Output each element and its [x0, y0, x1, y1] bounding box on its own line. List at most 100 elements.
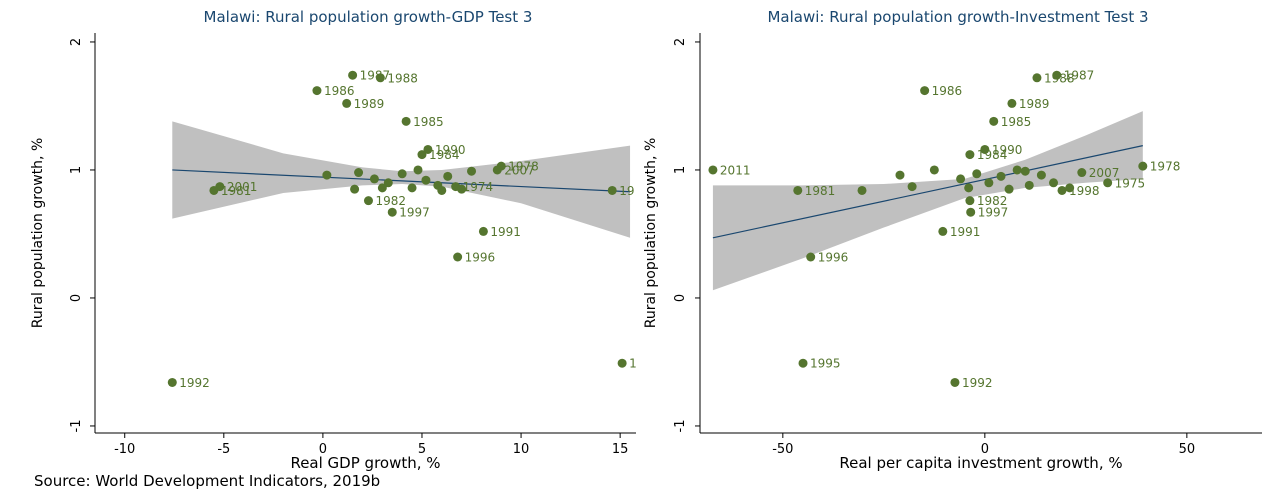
data-point — [1138, 161, 1148, 171]
data-point — [348, 70, 358, 80]
point-label: 1981 — [221, 184, 252, 198]
point-label: 1991 — [490, 225, 521, 239]
point-label: 1975 — [1115, 176, 1146, 190]
y-tick-label: 1 — [673, 166, 688, 174]
data-point — [929, 165, 939, 175]
confidence-band — [172, 121, 631, 238]
x-tick-label: -50 — [772, 442, 793, 457]
data-point — [312, 86, 322, 96]
data-point — [322, 170, 332, 180]
data-point — [964, 183, 974, 193]
data-point — [354, 168, 364, 178]
data-point — [423, 144, 433, 154]
data-point — [980, 144, 990, 154]
data-point — [965, 150, 975, 160]
data-point — [996, 171, 1006, 181]
point-label: 1982 — [977, 194, 1008, 208]
data-point — [708, 165, 718, 175]
data-point — [377, 183, 387, 193]
data-point — [1052, 70, 1062, 80]
data-point — [907, 182, 917, 192]
point-label: 1986 — [932, 84, 963, 98]
data-point — [1065, 183, 1075, 193]
data-point — [1004, 184, 1014, 194]
x-tick-label: -10 — [114, 442, 135, 457]
data-point — [407, 183, 417, 193]
x-tick-label: 0 — [981, 442, 989, 457]
data-point — [421, 175, 431, 185]
data-point — [793, 185, 803, 195]
data-point — [966, 207, 976, 217]
data-point — [492, 165, 502, 175]
point-label: 1992 — [962, 376, 993, 390]
point-label: 1997 — [399, 206, 430, 220]
data-point — [895, 170, 905, 180]
y-tick-label: 2 — [673, 38, 688, 46]
data-point — [209, 185, 219, 195]
data-point — [607, 185, 617, 195]
data-point — [1007, 98, 1017, 108]
chart-title: Malawi: Rural population growth-Investme… — [767, 8, 1148, 26]
point-label: 1997 — [978, 206, 1009, 220]
y-axis-title: Rural population growth, % — [30, 138, 46, 329]
data-point — [437, 185, 447, 195]
point-label: 1984 — [429, 148, 460, 162]
data-point — [950, 377, 960, 387]
data-point — [167, 377, 177, 387]
point-label: 1989 — [354, 97, 385, 111]
x-tick-label: 10 — [513, 442, 530, 457]
data-point — [1057, 185, 1067, 195]
data-point — [617, 358, 627, 368]
point-label: 1998 — [1069, 184, 1100, 198]
point-label: 2007 — [504, 163, 535, 177]
point-label: 1985 — [1001, 115, 1032, 129]
x-tick-label: 15 — [612, 442, 629, 457]
y-tick-label: -1 — [673, 419, 688, 432]
x-axis-title: Real per capita investment growth, % — [839, 454, 1122, 472]
x-tick-label: 5 — [418, 442, 426, 457]
data-point — [342, 98, 352, 108]
data-point — [350, 184, 360, 194]
point-label: 1986 — [324, 84, 355, 98]
chart-title: Malawi: Rural population growth-GDP Test… — [204, 8, 533, 26]
data-point — [443, 171, 453, 181]
y-tick-label: 0 — [673, 294, 688, 302]
data-point — [1049, 178, 1059, 188]
point-label: 1989 — [1019, 97, 1050, 111]
point-label: 1995 — [810, 357, 841, 371]
y-tick-label: 2 — [69, 38, 84, 46]
y-tick-label: -1 — [69, 419, 84, 432]
data-point — [965, 196, 975, 206]
point-label: 1990 — [435, 143, 466, 157]
data-point — [397, 169, 407, 179]
data-point — [457, 184, 467, 194]
data-point — [363, 196, 373, 206]
y-tick-label: 1 — [69, 166, 84, 174]
point-label: 1992 — [179, 376, 210, 390]
confidence-band — [712, 111, 1143, 291]
point-label: 1978 — [508, 160, 539, 174]
point-label: 1974 — [463, 180, 494, 194]
point-label: 2007 — [1089, 166, 1120, 180]
data-point — [972, 169, 982, 179]
point-label: 1988 — [1044, 71, 1075, 85]
data-point — [857, 185, 867, 195]
point-label: 1990 — [992, 143, 1023, 157]
data-point — [417, 150, 427, 160]
data-point — [453, 252, 463, 262]
point-label: 2011 — [720, 163, 751, 177]
y-tick-label: 0 — [69, 294, 84, 302]
data-point — [806, 252, 816, 262]
data-point — [467, 166, 477, 176]
x-tick-label: 0 — [319, 442, 327, 457]
data-point — [984, 178, 994, 188]
data-point — [1032, 73, 1042, 83]
x-tick-label: -5 — [217, 442, 230, 457]
point-label: 1991 — [950, 225, 981, 239]
data-point — [1036, 170, 1046, 180]
data-point — [478, 226, 488, 236]
point-label: 1 — [629, 357, 637, 371]
